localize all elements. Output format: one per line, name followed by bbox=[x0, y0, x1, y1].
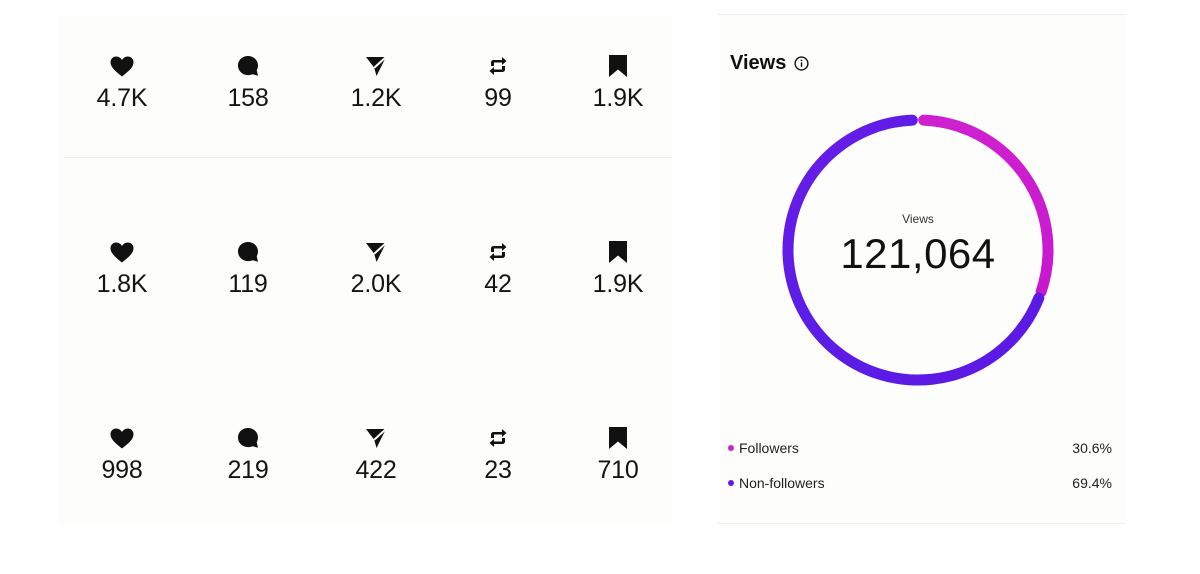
reposts-count: 99 bbox=[484, 84, 512, 112]
total-views-value: 121,064 bbox=[840, 230, 996, 277]
comments-count: 119 bbox=[228, 270, 268, 298]
saves-count: 1.9K bbox=[592, 84, 644, 112]
comment-bubble-icon bbox=[198, 424, 298, 452]
donut-segment-non-followers bbox=[782, 114, 1045, 386]
shares-stat: 2.0K bbox=[326, 238, 426, 299]
reposts-stat: 99 bbox=[448, 52, 548, 113]
shares-count: 2.0K bbox=[350, 270, 402, 298]
bookmark-icon bbox=[568, 238, 668, 266]
comment-bubble-icon bbox=[198, 238, 298, 266]
non-followers-dot bbox=[728, 480, 734, 486]
comments-count: 219 bbox=[227, 456, 269, 484]
donut-center-label: Views bbox=[902, 212, 934, 226]
likes-count: 1.8K bbox=[96, 270, 148, 298]
views-donut-chart: Views 121,064 bbox=[778, 110, 1058, 390]
post-stats-row: 1.8K 119 2.0K 42 1.9K bbox=[58, 238, 672, 388]
donut-segment-followers bbox=[918, 114, 1054, 298]
legend-value: 30.6% bbox=[1072, 440, 1112, 456]
shares-count: 422 bbox=[355, 456, 397, 484]
engagement-stats-panel: 4.7K 158 1.2K 99 1.9K bbox=[58, 14, 672, 524]
likes-count: 998 bbox=[101, 456, 143, 484]
heart-icon bbox=[72, 52, 172, 80]
donut-center: Views 121,064 bbox=[778, 110, 1058, 390]
post-stats-row: 998 219 422 23 710 bbox=[58, 424, 672, 574]
legend-label: Followers bbox=[739, 440, 799, 456]
bookmark-icon bbox=[568, 52, 668, 80]
likes-count: 4.7K bbox=[96, 84, 148, 112]
comments-stat: 158 bbox=[198, 52, 298, 113]
reposts-stat: 42 bbox=[448, 238, 548, 299]
comments-stat: 219 bbox=[198, 424, 298, 485]
likes-stat: 1.8K bbox=[72, 238, 172, 299]
comments-stat: 119 bbox=[198, 238, 298, 299]
card-top-divider bbox=[718, 14, 1126, 15]
followers-dot bbox=[728, 445, 734, 451]
card-bottom-divider bbox=[718, 523, 1126, 524]
paper-plane-icon bbox=[326, 52, 426, 80]
saves-stat: 710 bbox=[568, 424, 668, 485]
legend-value: 69.4% bbox=[1072, 475, 1112, 491]
views-card: Views Views 121,064 bbox=[718, 14, 1126, 524]
saves-count: 1.9K bbox=[592, 270, 644, 298]
legend-label: Non-followers bbox=[739, 475, 825, 491]
repost-icon bbox=[448, 238, 548, 266]
likes-stat: 4.7K bbox=[72, 52, 172, 113]
comment-bubble-icon bbox=[198, 52, 298, 80]
comments-count: 158 bbox=[227, 84, 269, 112]
likes-stat: 998 bbox=[72, 424, 172, 485]
views-header: Views bbox=[730, 52, 809, 75]
reposts-count: 23 bbox=[484, 456, 512, 484]
info-icon[interactable] bbox=[794, 56, 809, 71]
heart-icon bbox=[72, 424, 172, 452]
views-title: Views bbox=[730, 52, 787, 74]
paper-plane-icon bbox=[326, 238, 426, 266]
bookmark-icon bbox=[568, 424, 668, 452]
row-divider bbox=[64, 157, 672, 158]
repost-icon bbox=[448, 52, 548, 80]
donut-ring bbox=[782, 114, 1054, 386]
shares-stat: 1.2K bbox=[326, 52, 426, 113]
legend-item-non-followers: Non-followers 69.4% bbox=[728, 472, 1112, 494]
repost-icon bbox=[448, 424, 548, 452]
legend-item-followers: Followers 30.6% bbox=[728, 437, 1112, 459]
reposts-stat: 23 bbox=[448, 424, 548, 485]
saves-stat: 1.9K bbox=[568, 52, 668, 113]
shares-stat: 422 bbox=[326, 424, 426, 485]
saves-stat: 1.9K bbox=[568, 238, 668, 299]
shares-count: 1.2K bbox=[350, 84, 402, 112]
saves-count: 710 bbox=[597, 456, 639, 484]
reposts-count: 42 bbox=[484, 270, 512, 298]
paper-plane-icon bbox=[326, 424, 426, 452]
heart-icon bbox=[72, 238, 172, 266]
post-stats-row: 4.7K 158 1.2K 99 1.9K bbox=[58, 52, 672, 202]
